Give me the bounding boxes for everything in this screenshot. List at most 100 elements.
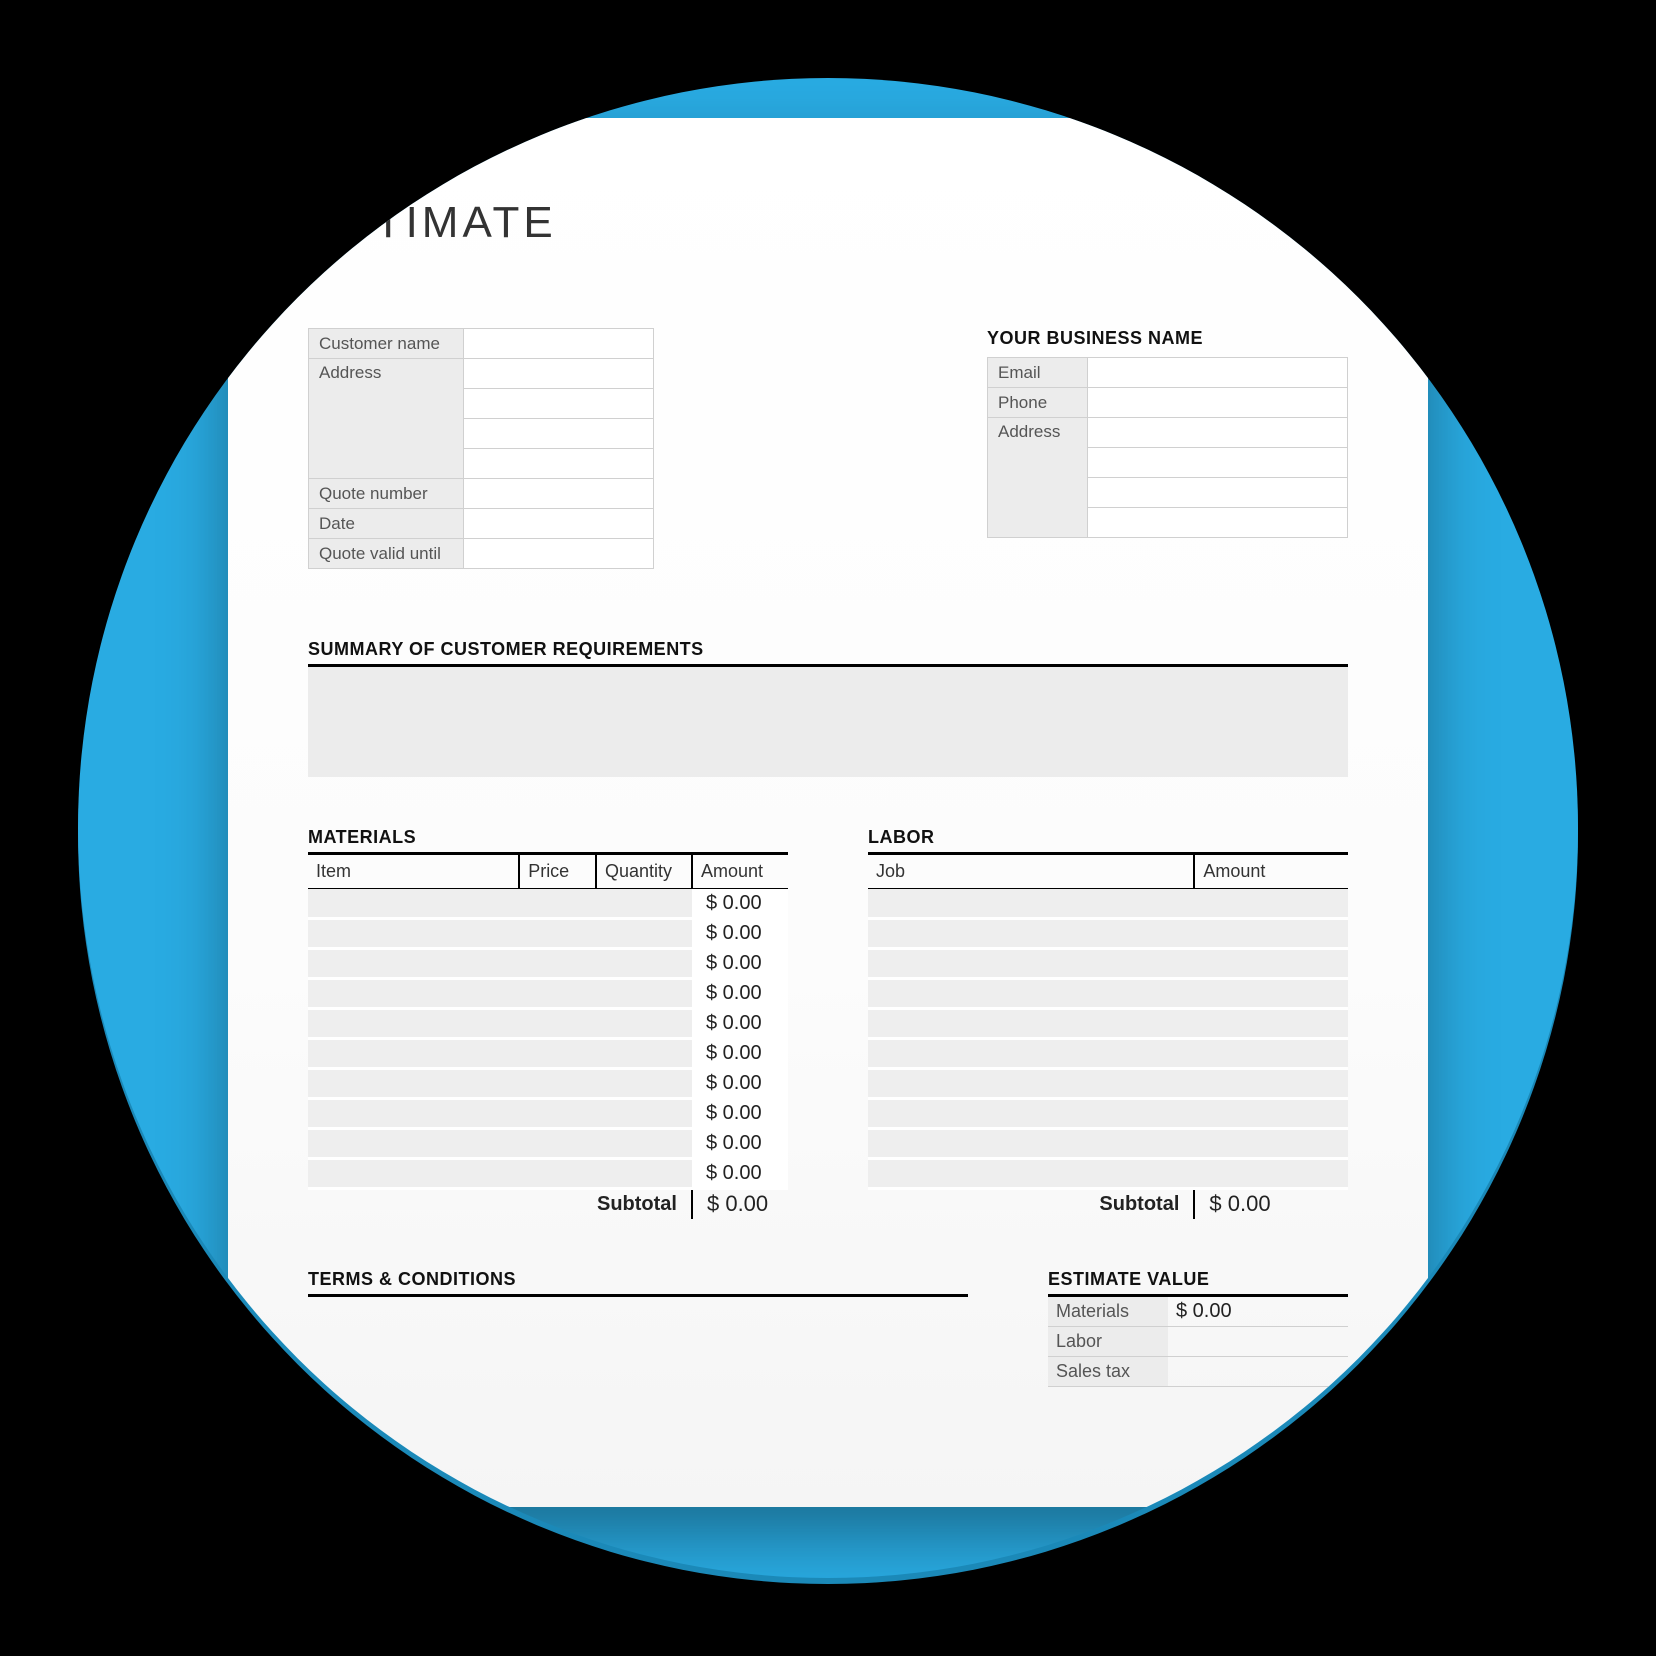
date-value[interactable] — [464, 509, 654, 539]
customer-name-label: Customer name — [309, 329, 464, 359]
labor-block: LABOR Job Amount — [868, 827, 1348, 1219]
labor-job[interactable] — [868, 949, 1194, 979]
materials-item[interactable] — [308, 1009, 519, 1039]
materials-price[interactable] — [519, 1069, 596, 1099]
materials-qty[interactable] — [596, 889, 692, 919]
materials-price[interactable] — [519, 889, 596, 919]
materials-amount: $ 0.00 — [692, 1039, 788, 1069]
labor-amount[interactable] — [1194, 1039, 1348, 1069]
materials-price[interactable] — [519, 949, 596, 979]
materials-price[interactable] — [519, 1009, 596, 1039]
customer-name-value[interactable] — [464, 329, 654, 359]
materials-qty[interactable] — [596, 1069, 692, 1099]
customer-address-2[interactable] — [464, 389, 654, 419]
business-email-label: Email — [988, 358, 1088, 388]
materials-item[interactable] — [308, 919, 519, 949]
labor-amount[interactable] — [1194, 889, 1348, 919]
business-block: YOUR BUSINESS NAME Email Phone Address — [987, 328, 1348, 538]
summary-box[interactable] — [308, 667, 1348, 777]
estimate-value-title: ESTIMATE VALUE — [1048, 1269, 1348, 1290]
valid-until-label: Quote valid until — [309, 539, 464, 569]
materials-item[interactable] — [308, 979, 519, 1009]
materials-qty[interactable] — [596, 1009, 692, 1039]
labor-title: LABOR — [868, 827, 1348, 848]
business-address-1[interactable] — [1088, 418, 1348, 448]
customer-address-3[interactable] — [464, 419, 654, 449]
materials-qty[interactable] — [596, 1159, 692, 1189]
materials-amount: $ 0.00 — [692, 1129, 788, 1159]
labor-amount[interactable] — [1194, 1159, 1348, 1189]
materials-price[interactable] — [519, 979, 596, 1009]
labor-amount[interactable] — [1194, 1009, 1348, 1039]
materials-qty[interactable] — [596, 1039, 692, 1069]
header-info-row: Customer name Address Quote number — [308, 328, 1348, 569]
materials-item[interactable] — [308, 1069, 519, 1099]
labor-job[interactable] — [868, 1099, 1194, 1129]
materials-amount: $ 0.00 — [692, 889, 788, 919]
materials-item[interactable] — [308, 1159, 519, 1189]
materials-qty[interactable] — [596, 1099, 692, 1129]
labor-job[interactable] — [868, 1129, 1194, 1159]
materials-item[interactable] — [308, 949, 519, 979]
labor-job[interactable] — [868, 1159, 1194, 1189]
stage: ESTIMATE Customer name Address — [0, 0, 1656, 1656]
tables-row: MATERIALS Item Price Quantity Amount — [308, 827, 1348, 1219]
materials-amount: $ 0.00 — [692, 1099, 788, 1129]
materials-qty[interactable] — [596, 1129, 692, 1159]
labor-amount[interactable] — [1194, 1069, 1348, 1099]
labor-job[interactable] — [868, 1069, 1194, 1099]
materials-tbody: $ 0.00 $ 0.00 $ 0.00 $ 0.00 $ 0.00 $ 0.0… — [308, 889, 788, 1219]
materials-header-quantity: Quantity — [596, 855, 692, 889]
labor-table: Job Amount — [868, 855, 1348, 1219]
materials-qty[interactable] — [596, 919, 692, 949]
est-salestax-value — [1168, 1357, 1348, 1387]
labor-amount[interactable] — [1194, 1129, 1348, 1159]
materials-header-price: Price — [519, 855, 596, 889]
valid-until-value[interactable] — [464, 539, 654, 569]
materials-amount: $ 0.00 — [692, 1009, 788, 1039]
labor-subtotal-label: Subtotal — [868, 1189, 1194, 1219]
materials-price[interactable] — [519, 1039, 596, 1069]
est-salestax-label: Sales tax — [1048, 1357, 1168, 1387]
business-address-label: Address — [988, 418, 1088, 538]
labor-tbody: Subtotal $ 0.00 — [868, 889, 1348, 1219]
terms-block: TERMS & CONDITIONS — [308, 1269, 968, 1297]
business-address-4[interactable] — [1088, 508, 1348, 538]
materials-header-item: Item — [308, 855, 519, 889]
labor-amount[interactable] — [1194, 1099, 1348, 1129]
labor-job[interactable] — [868, 889, 1194, 919]
customer-info-table: Customer name Address Quote number — [308, 328, 654, 569]
labor-amount[interactable] — [1194, 979, 1348, 1009]
materials-subtotal-label: Subtotal — [308, 1189, 692, 1219]
labor-job[interactable] — [868, 919, 1194, 949]
terms-rule — [308, 1294, 968, 1297]
labor-amount[interactable] — [1194, 919, 1348, 949]
materials-price[interactable] — [519, 1159, 596, 1189]
est-materials-label: Materials — [1048, 1297, 1168, 1327]
labor-job[interactable] — [868, 1009, 1194, 1039]
business-email-value[interactable] — [1088, 358, 1348, 388]
quote-number-value[interactable] — [464, 479, 654, 509]
materials-item[interactable] — [308, 1099, 519, 1129]
materials-block: MATERIALS Item Price Quantity Amount — [308, 827, 788, 1219]
business-info-table: Email Phone Address — [987, 357, 1348, 538]
materials-price[interactable] — [519, 1129, 596, 1159]
labor-job[interactable] — [868, 979, 1194, 1009]
business-address-3[interactable] — [1088, 478, 1348, 508]
materials-qty[interactable] — [596, 949, 692, 979]
customer-address-1[interactable] — [464, 359, 654, 389]
business-phone-value[interactable] — [1088, 388, 1348, 418]
business-address-2[interactable] — [1088, 448, 1348, 478]
materials-price[interactable] — [519, 919, 596, 949]
materials-amount: $ 0.00 — [692, 919, 788, 949]
customer-address-4[interactable] — [464, 449, 654, 479]
labor-amount[interactable] — [1194, 949, 1348, 979]
materials-item[interactable] — [308, 1039, 519, 1069]
materials-qty[interactable] — [596, 979, 692, 1009]
materials-price[interactable] — [519, 1099, 596, 1129]
labor-job[interactable] — [868, 1039, 1194, 1069]
est-labor-label: Labor — [1048, 1327, 1168, 1357]
materials-item[interactable] — [308, 1129, 519, 1159]
estimate-value-block: ESTIMATE VALUE Materials $ 0.00 Labor Sa… — [1048, 1269, 1348, 1388]
materials-item[interactable] — [308, 889, 519, 919]
